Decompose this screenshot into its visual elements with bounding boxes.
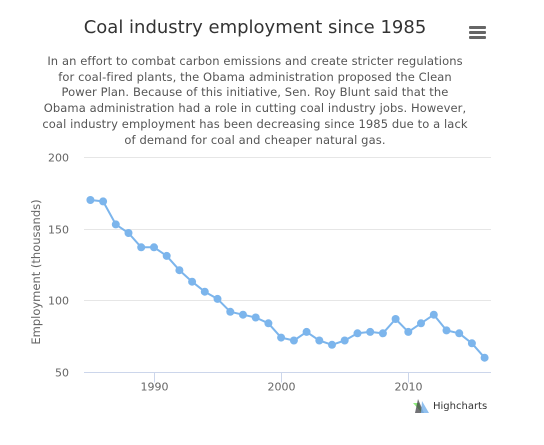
data-point: [429, 310, 438, 319]
data-point: [289, 336, 298, 345]
data-point: [480, 353, 489, 362]
y-axis-title: Employment (thousands): [29, 199, 43, 345]
data-point: [213, 294, 222, 303]
data-point: [150, 243, 158, 252]
y-tick-label: 100: [48, 295, 69, 308]
data-point: [162, 251, 171, 260]
series-line: [89, 199, 486, 359]
chart-subtitle: In an effort to combat carbon emissions …: [42, 54, 468, 147]
data-point: [315, 336, 324, 345]
highcharts-logo-icon: [413, 399, 429, 413]
y-tick-label: 50: [55, 367, 69, 380]
data-point: [378, 329, 387, 338]
data-point: [277, 333, 286, 342]
highcharts-credits-link[interactable]: Highcharts: [413, 399, 487, 413]
data-point: [353, 329, 362, 338]
chart-context-menu-button[interactable]: [466, 22, 490, 44]
data-point: [391, 315, 400, 323]
x-tick-label: 2010: [395, 381, 423, 394]
data-point: [467, 339, 476, 348]
x-tick-label: 2000: [268, 381, 296, 394]
data-point: [404, 327, 413, 336]
data-point: [455, 329, 464, 338]
y-tick-label: 200: [48, 152, 69, 165]
data-point: [124, 229, 133, 237]
data-point: [251, 313, 260, 322]
data-point: [264, 319, 273, 328]
data-point: [302, 327, 311, 336]
data-point: [188, 277, 197, 286]
data-point: [442, 326, 451, 335]
data-point: [239, 310, 247, 319]
data-point: [99, 197, 108, 206]
data-point: [226, 307, 235, 316]
credits-label: Highcharts: [433, 400, 488, 412]
data-point: [417, 319, 425, 328]
data-point: [86, 196, 95, 204]
data-point: [366, 327, 375, 336]
data-point: [328, 340, 336, 349]
data-point: [111, 220, 120, 229]
x-tick-label: 1990: [141, 381, 169, 394]
data-point: [200, 287, 209, 296]
chart-title: Coal industry employment since 1985: [83, 17, 427, 38]
y-tick-label: 150: [48, 224, 69, 237]
data-point: [175, 266, 184, 275]
data-point: [137, 243, 146, 252]
data-point: [340, 336, 349, 345]
